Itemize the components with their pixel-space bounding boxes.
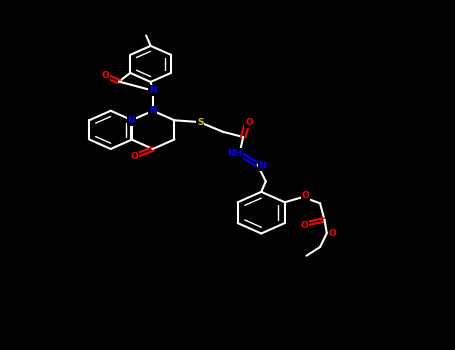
Text: O: O [301,220,308,230]
Text: NH: NH [228,149,243,158]
Text: N: N [258,161,266,170]
Text: O: O [131,153,139,161]
Text: O: O [101,71,109,80]
Text: O: O [245,118,253,127]
Text: N: N [149,86,157,95]
Text: O: O [301,191,309,200]
Text: N: N [127,116,135,125]
Text: S: S [197,118,203,127]
Text: O: O [329,229,336,238]
Text: N: N [149,106,157,115]
